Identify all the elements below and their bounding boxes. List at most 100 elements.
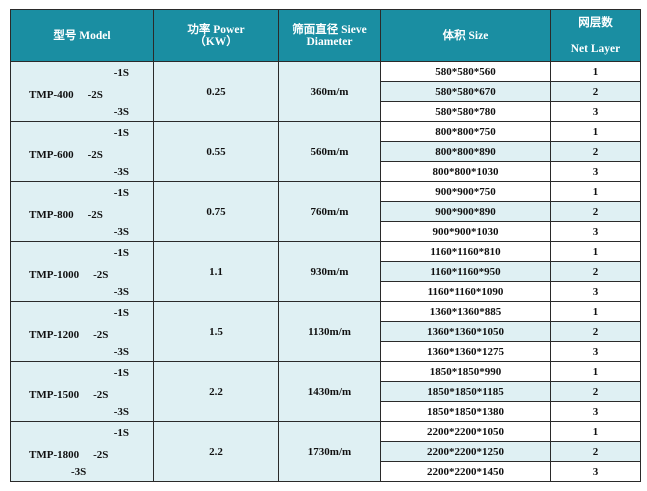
size-cell: 2200*2200*1450 [380,461,551,482]
power-cell: 0.55 [153,121,279,182]
model-name: TMP-800 -2S [29,209,103,221]
model-cell: -1S TMP-1200 -2S -3S [10,301,154,362]
model-variant-1s: -1S [113,127,129,139]
model-variant-3s: -3S [113,106,129,118]
size-cell: 1160*1160*950 [380,261,551,282]
size-cell: 580*580*560 [380,61,551,82]
header-power-unit: （KW） [194,35,238,48]
model-code: TMP-1800 [29,449,80,461]
model-name: TMP-600 -2S [29,149,103,161]
model-name: TMP-400 -2S [29,89,103,101]
diameter-cell: 1730m/m [278,421,381,482]
layer-cell: 2 [550,321,641,342]
model-variant-2s: -2S [93,269,109,281]
layer-cell: 3 [550,281,641,302]
model-cell: -1S TMP-600 -2S -3S [10,121,154,182]
layer-cell: 1 [550,241,641,262]
header-layer-label: 网层数 [578,16,613,29]
model-code: TMP-600 [29,149,74,161]
diameter-cell: 1430m/m [278,361,381,422]
table-row: 1160*1160*1090 3 [11,281,641,302]
size-cell: 800*800*1030 [380,161,551,182]
layer-cell: 2 [550,441,641,462]
model-variant-3s: -3S [113,346,129,358]
header-layer-label-en: Net Layer [570,42,621,55]
size-cell: 900*900*890 [380,201,551,222]
layer-cell: 2 [550,201,641,222]
header-diameter-label-2: Diameter [306,35,353,48]
model-variant-3s: -3S [113,166,129,178]
model-name: TMP-1500 -2S [29,389,108,401]
table-row: 900*900*890 2 [11,201,641,222]
diameter-cell: 560m/m [278,121,381,182]
model-cell: -1S TMP-1500 -2S -3S [10,361,154,422]
model-code: TMP-1000 [29,269,80,281]
header-size: 体积 Size [380,9,551,62]
header-model: 型号 Model [10,9,154,62]
model-name: TMP-1000 -2S [29,269,108,281]
table-row: -1S TMP-400 -2S -3S 0.25 360m/m 580*580*560 1 [10,61,641,122]
power-cell: 2.2 [153,361,279,422]
layer-cell: 3 [550,161,641,182]
table-row: -1S TMP-600 -2S -3S 0.55 560m/m 800*800*750 1 [10,121,641,182]
power-cell: 0.75 [153,181,279,242]
model-code: TMP-400 [29,89,74,101]
header-size-label: 体积 Size [442,29,489,42]
table-row: -1S TMP-1000 -2S -3S 1.1 930m/m 1160*1160*810 1 [10,241,641,302]
model-variant-1s: -1S [113,247,129,259]
power-cell: 0.25 [153,61,279,122]
header-power-label: 功率 Power [187,23,245,36]
layer-cell: 2 [550,141,641,162]
table-row: 1360*1360*1050 2 [11,321,641,342]
table-row: 1360*1360*1275 3 [11,341,641,362]
size-cell: 1160*1160*810 [380,241,551,262]
size-cell: 1850*1850*1380 [380,401,551,422]
layer-cell: 1 [550,121,641,142]
table-row: 580*580*670 2 [11,81,641,102]
table-row: 800*800*1030 3 [11,161,641,182]
header-model-label: 型号 Model [53,29,111,42]
model-variant-2s: -2S [87,209,103,221]
layer-cell: 3 [550,221,641,242]
size-cell: 800*800*750 [380,121,551,142]
table-row: 800*800*890 2 [11,141,641,162]
layer-cell: 1 [550,301,641,322]
size-cell: 1360*1360*1275 [380,341,551,362]
size-cell: 900*900*1030 [380,221,551,242]
spec-table: 型号 Model 功率 Power （KW） 筛面直径 Sieve Diamet… [10,9,641,482]
layer-cell: 1 [550,181,641,202]
size-cell: 1160*1160*1090 [380,281,551,302]
layer-cell: 2 [550,81,641,102]
size-cell: 2200*2200*1250 [380,441,551,462]
table-row: 1850*1850*1380 3 [11,401,641,422]
power-cell: 1.5 [153,301,279,362]
layer-cell: 1 [550,361,641,382]
size-cell: 1850*1850*990 [380,361,551,382]
spec-table-body: -1S TMP-400 -2S -3S 0.25 360m/m 580*580*560 1 58… [10,61,641,482]
model-cell: -1S TMP-400 -2S -3S [10,61,154,122]
layer-cell: 1 [550,61,641,82]
diameter-cell: 760m/m [278,181,381,242]
model-variant-2s: -2S [87,149,103,161]
diameter-cell: 930m/m [278,241,381,302]
model-variant-2s: -2S [93,389,109,401]
power-cell: 2.2 [153,421,279,482]
header-row: 型号 Model 功率 Power （KW） 筛面直径 Sieve Diamet… [10,9,641,62]
model-variant-1s: -1S [113,427,129,439]
model-variant-2s: -2S [87,89,103,101]
model-code: TMP-800 [29,209,74,221]
table-row: -1S TMP-1500 -2S -3S 2.2 1430m/m 1850*1850*990… [10,361,641,422]
table-row: 2200*2200*1450 3 [11,461,641,482]
size-cell: 1360*1360*1050 [380,321,551,342]
model-variant-3s: -3S [71,466,87,478]
model-cell: -1S TMP-800 -2S -3S [10,181,154,242]
power-cell: 1.1 [153,241,279,302]
diameter-cell: 1130m/m [278,301,381,362]
size-cell: 1360*1360*885 [380,301,551,322]
model-cell: -1S TMP-1000 -2S -3S [10,241,154,302]
model-variant-1s: -1S [113,307,129,319]
layer-cell: 2 [550,381,641,402]
model-name: TMP-1200 -2S [29,329,108,341]
model-variant-1s: -1S [113,67,129,79]
layer-cell: 2 [550,261,641,282]
